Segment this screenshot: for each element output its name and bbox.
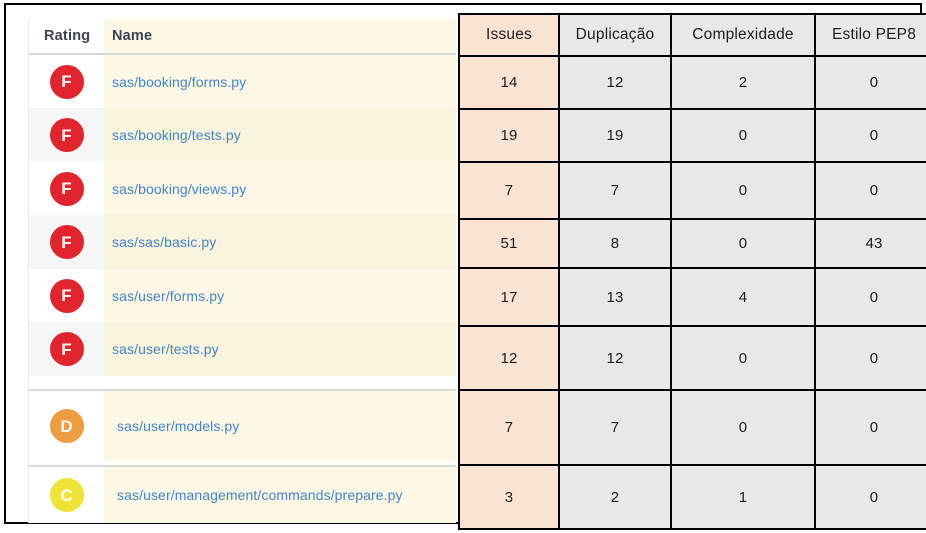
issues-cell: 7 — [458, 389, 560, 466]
file-row: F sas/user/forms.py — [29, 269, 456, 322]
complexity-cell: 0 — [670, 108, 816, 163]
metrics-row: 51 8 0 43 — [458, 218, 926, 269]
rating-column-header: Rating — [44, 28, 91, 44]
left-panel-header: Rating Name — [29, 19, 456, 55]
file-link[interactable]: sas/booking/views.py — [112, 180, 247, 197]
complexity-cell: 2 — [670, 55, 816, 110]
rating-cell: F — [29, 162, 104, 215]
metrics-table: Issues Duplicação Complexidade Estilo PE… — [458, 13, 926, 530]
rating-badge-f: F — [49, 64, 84, 99]
rating-cell: C — [29, 467, 104, 523]
metrics-row: 7 7 0 0 — [458, 389, 926, 466]
metrics-header-row: Issues Duplicação Complexidade Estilo PE… — [458, 13, 926, 57]
name-cell: sas/booking/views.py — [104, 162, 456, 215]
issues-cell: 3 — [458, 464, 560, 530]
rating-cell: F — [29, 108, 104, 162]
duplication-cell: 19 — [558, 108, 672, 163]
file-link[interactable]: sas/booking/tests.py — [112, 127, 241, 143]
complexity-cell: 0 — [670, 389, 816, 466]
metrics-row: 7 7 0 0 — [458, 161, 926, 220]
rating-badge-d: D — [49, 409, 84, 443]
row-separator — [29, 465, 456, 467]
row-separator — [29, 389, 456, 391]
issues-cell: 51 — [458, 218, 560, 269]
pep8-column-header: Estilo PEP8 — [814, 13, 926, 57]
duplication-cell: 12 — [558, 325, 672, 391]
name-cell: sas/user/tests.py — [104, 322, 456, 376]
rating-badge-c: C — [49, 478, 84, 512]
rating-cell: F — [29, 55, 104, 108]
complexity-cell: 0 — [670, 218, 816, 269]
pep8-cell: 0 — [814, 325, 926, 391]
issues-cell: 17 — [458, 267, 560, 327]
file-rating-panel: Rating Name F sas/booking/forms.py F sas… — [28, 19, 456, 523]
pep8-cell: 0 — [814, 389, 926, 466]
file-row: F sas/user/tests.py — [29, 322, 456, 376]
duplication-cell: 12 — [558, 55, 672, 110]
rating-cell: F — [29, 322, 104, 376]
pep8-cell: 43 — [814, 218, 926, 269]
rating-badge-f: F — [49, 171, 84, 206]
pep8-cell: 0 — [814, 108, 926, 163]
screenshot-frame: Rating Name F sas/booking/forms.py F sas… — [4, 3, 926, 530]
complexity-cell: 0 — [670, 325, 816, 391]
rating-badge-f: F — [49, 278, 84, 313]
issues-cell: 7 — [458, 161, 560, 220]
complexity-column-header: Complexidade — [670, 13, 816, 57]
pep8-cell: 0 — [814, 464, 926, 530]
rating-cell: F — [29, 215, 104, 269]
name-cell: sas/sas/basic.py — [104, 215, 456, 269]
name-header-cell: Name — [104, 19, 456, 53]
rating-badge-f: F — [49, 225, 84, 259]
file-row: F sas/booking/tests.py — [29, 108, 456, 162]
name-cell: sas/user/models.py — [104, 391, 456, 461]
file-link[interactable]: sas/user/models.py — [117, 418, 240, 434]
complexity-cell: 1 — [670, 464, 816, 530]
file-row: F sas/booking/views.py — [29, 162, 456, 215]
file-link[interactable]: sas/user/management/commands/prepare.py — [117, 487, 403, 503]
issues-column-header: Issues — [458, 13, 560, 57]
duplication-cell: 7 — [558, 161, 672, 220]
rating-badge-f: F — [49, 332, 84, 366]
metrics-row: 17 13 4 0 — [458, 267, 926, 327]
duplication-cell: 7 — [558, 389, 672, 466]
file-link[interactable]: sas/user/forms.py — [112, 287, 225, 304]
name-cell: sas/user/management/commands/prepare.py — [104, 467, 456, 523]
complexity-cell: 0 — [670, 161, 816, 220]
metrics-row: 19 19 0 0 — [458, 108, 926, 163]
rating-header-cell: Rating — [29, 19, 104, 53]
file-link[interactable]: sas/booking/forms.py — [112, 73, 247, 90]
duplication-cell: 2 — [558, 464, 672, 530]
file-link[interactable]: sas/user/tests.py — [112, 341, 219, 357]
metrics-table-wrapper: Issues Duplicação Complexidade Estilo PE… — [458, 13, 926, 530]
issues-cell: 12 — [458, 325, 560, 391]
panel-gap — [29, 376, 456, 389]
file-row: D sas/user/models.py — [29, 391, 456, 461]
rating-cell: D — [29, 391, 104, 461]
name-cell: sas/booking/tests.py — [104, 108, 456, 162]
complexity-cell: 4 — [670, 267, 816, 327]
pep8-cell: 0 — [814, 267, 926, 327]
duplication-cell: 13 — [558, 267, 672, 327]
name-cell: sas/booking/forms.py — [104, 55, 456, 108]
file-row: C sas/user/management/commands/prepare.p… — [29, 467, 456, 523]
pep8-cell: 0 — [814, 55, 926, 110]
file-row: F sas/sas/basic.py — [29, 215, 456, 269]
pep8-cell: 0 — [814, 161, 926, 220]
issues-cell: 19 — [458, 108, 560, 163]
rating-badge-f: F — [49, 118, 84, 152]
duplication-column-header: Duplicação — [558, 13, 672, 57]
issues-cell: 14 — [458, 55, 560, 110]
panel-gap — [29, 461, 456, 465]
duplication-cell: 8 — [558, 218, 672, 269]
file-link[interactable]: sas/sas/basic.py — [112, 234, 217, 250]
name-cell: sas/user/forms.py — [104, 269, 456, 322]
file-row: F sas/booking/forms.py — [29, 55, 456, 108]
metrics-row: 3 2 1 0 — [458, 464, 926, 530]
name-column-header: Name — [112, 28, 153, 44]
metrics-row: 12 12 0 0 — [458, 325, 926, 391]
rating-cell: F — [29, 269, 104, 322]
metrics-row: 14 12 2 0 — [458, 55, 926, 110]
